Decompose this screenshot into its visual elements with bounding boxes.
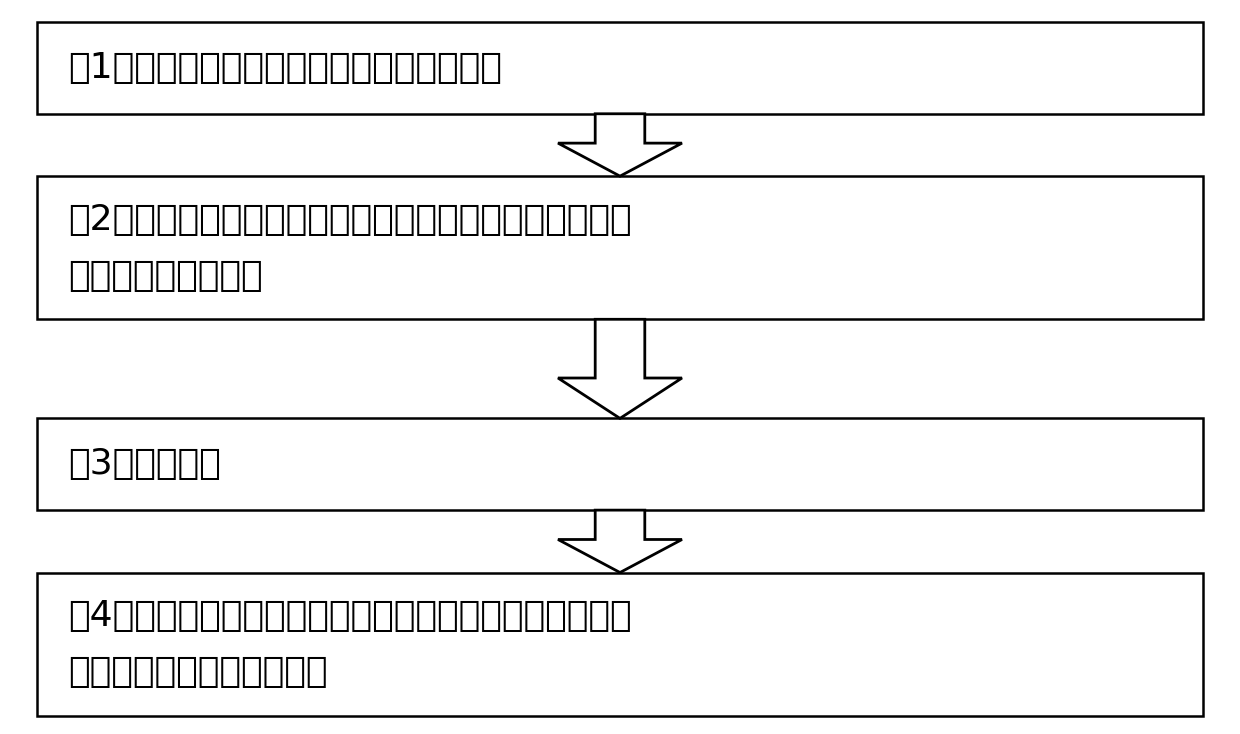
Polygon shape bbox=[558, 114, 682, 176]
Bar bbox=[37, 22, 1203, 114]
Bar bbox=[37, 573, 1203, 716]
Bar bbox=[37, 176, 1203, 319]
Polygon shape bbox=[558, 319, 682, 418]
Polygon shape bbox=[558, 510, 682, 573]
Text: （4）对比二、三路与第一路信号匹配输出峰値之比，结合
门限判断目标是否为假目标: （4）对比二、三路与第一路信号匹配输出峰値之比，结合 门限判断目标是否为假目标 bbox=[68, 599, 632, 689]
Text: （3）设定门限: （3）设定门限 bbox=[68, 447, 221, 482]
Text: （2）将三路信号通过完全匹配滤波器及左半频宽匹配滤波
器，并取各输出峰値: （2）将三路信号通过完全匹配滤波器及左半频宽匹配滤波 器，并取各输出峰値 bbox=[68, 203, 632, 293]
Text: （1）将接收到的信号进行预处理并分成三路: （1）将接收到的信号进行预处理并分成三路 bbox=[68, 51, 502, 85]
Bar bbox=[37, 418, 1203, 510]
